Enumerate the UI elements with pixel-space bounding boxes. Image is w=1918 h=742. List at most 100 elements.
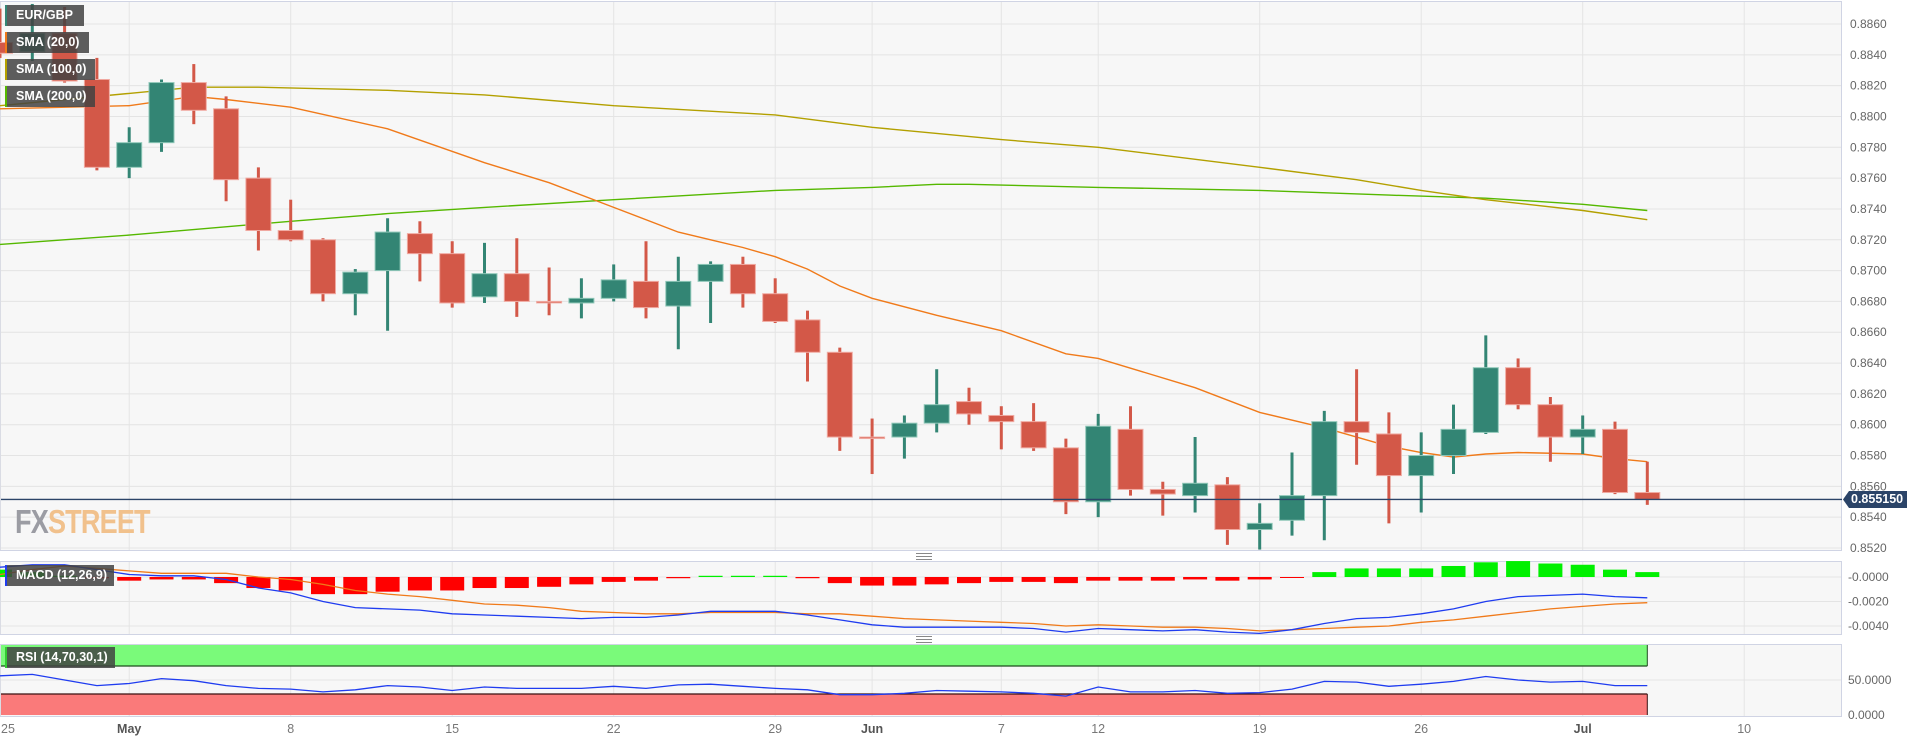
price-tick-label: 0.8660 [1850, 325, 1887, 339]
macd-histogram-bar [181, 577, 206, 580]
candle [213, 96, 240, 202]
candle-body [277, 230, 304, 241]
price-tick-label: 0.8720 [1850, 233, 1887, 247]
legend-rsi[interactable]: RSI (14,70,30,1) [5, 647, 115, 668]
macd-histogram-bar [1344, 568, 1369, 577]
candle [374, 218, 401, 331]
macd-histogram-bar [407, 577, 432, 591]
macd-histogram-bar [763, 575, 788, 577]
legend-sma20[interactable]: SMA (20,0) [5, 32, 89, 53]
date-tick-label: Jul [1574, 722, 1592, 736]
legend-color-swatch [5, 32, 7, 53]
candle [116, 127, 143, 179]
candle-body [374, 231, 401, 272]
candle [633, 241, 659, 319]
candle-body [1472, 367, 1499, 433]
date-tick-label: 29 [768, 722, 782, 736]
price-tick-label: 0.8680 [1850, 294, 1887, 308]
legend-symbol-label: EUR/GBP [16, 8, 73, 22]
date-tick-label: 26 [1414, 722, 1428, 736]
macd-histogram-bar [569, 577, 594, 585]
macd-tick-label: -0.0040 [1848, 619, 1889, 633]
macd-histogram-bar [1635, 572, 1660, 577]
candle-body [600, 279, 627, 299]
candle [697, 261, 724, 323]
candle [891, 415, 918, 459]
date-tick-label: 8 [287, 722, 294, 736]
macd-histogram-bar [860, 577, 885, 586]
candle-body [1505, 367, 1532, 406]
macd-tick-label: -0.0020 [1848, 595, 1889, 609]
candle-body [406, 233, 433, 255]
sma200-line [0, 183, 1648, 246]
candle [956, 387, 982, 425]
price-tick-label: 0.8520 [1850, 541, 1887, 555]
candle [1246, 503, 1273, 550]
legend-sma100-label: SMA (100,0) [16, 62, 87, 76]
macd-histogram-bar [1473, 562, 1498, 577]
macd-histogram-bar [634, 577, 658, 581]
candle [471, 242, 498, 303]
candle-body [1602, 428, 1628, 494]
candle [794, 310, 821, 382]
legend-color-swatch [5, 647, 7, 668]
candle-body [1117, 428, 1144, 490]
macd-histogram-bar [1506, 561, 1531, 577]
legend-rsi-label: RSI (14,70,30,1) [16, 650, 108, 664]
candle-body [180, 82, 207, 111]
macd-histogram-bar [1215, 577, 1240, 581]
macd-histogram-bar [1150, 577, 1175, 581]
price-tick-label: 0.8700 [1850, 264, 1887, 278]
candle-body [1020, 421, 1047, 449]
candle [762, 278, 789, 323]
resize-handle-macd-rsi[interactable] [916, 636, 932, 643]
candle-body [891, 422, 918, 438]
resize-handle-main-macd[interactable] [916, 553, 932, 560]
candle [310, 238, 336, 302]
legend-sma20-label: SMA (20,0) [16, 35, 80, 49]
candle-body [116, 142, 143, 168]
macd-signal-line [0, 565, 1648, 632]
candle-body [1375, 433, 1402, 477]
candle-body [342, 271, 369, 295]
macd-panel [0, 561, 1842, 635]
legend-sma100[interactable]: SMA (100,0) [5, 59, 95, 80]
date-tick-label: 19 [1253, 722, 1267, 736]
candle [406, 221, 433, 282]
date-tick-label: May [117, 722, 141, 736]
fxstreet-logo: FXSTREET [15, 503, 151, 541]
candle [1375, 412, 1402, 524]
legend-color-swatch [5, 59, 7, 80]
candle [859, 418, 886, 475]
candle [245, 167, 272, 251]
candle-body [633, 280, 659, 309]
candle-body [794, 319, 821, 353]
candle [1343, 369, 1370, 465]
macd-histogram-bar [311, 577, 335, 595]
macd-histogram-bar [472, 577, 497, 589]
candle-body [697, 263, 724, 282]
legend-sma200[interactable]: SMA (200,0) [5, 86, 95, 107]
candle-body [503, 273, 530, 302]
candle-body [568, 297, 595, 304]
price-tick-label: 0.8820 [1850, 79, 1887, 93]
candle-body [923, 404, 950, 424]
current-price-tag: 0.855150 [1843, 491, 1908, 508]
candle-body [148, 82, 175, 144]
sma100-line [0, 86, 1648, 221]
macd-histogram-bar [1603, 569, 1627, 577]
candle-body [1052, 447, 1079, 503]
candle [1052, 438, 1079, 515]
macd-histogram-bar [1247, 577, 1272, 580]
macd-histogram-bar [795, 577, 820, 579]
legend-symbol[interactable]: EUR/GBP [5, 5, 84, 26]
candle [729, 256, 756, 308]
macd-histogram-bar [1053, 577, 1078, 584]
candle [1602, 421, 1628, 495]
date-tick-label: 12 [1091, 722, 1105, 736]
candle [277, 199, 304, 242]
legend-macd[interactable]: MACD (12,26,9) [5, 565, 114, 586]
candle-body [471, 273, 498, 298]
candle [1214, 477, 1241, 545]
candle-body [1343, 421, 1370, 433]
